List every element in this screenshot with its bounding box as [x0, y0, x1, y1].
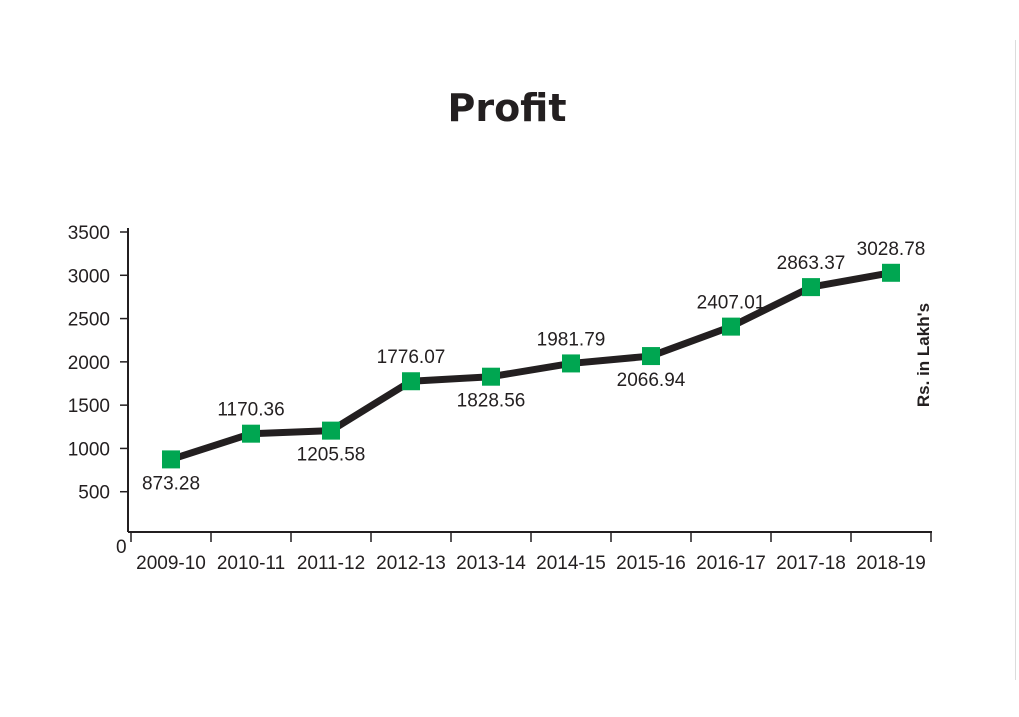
x-tick-label: 2018-19 [856, 553, 926, 574]
chart-title: Profit [447, 86, 566, 130]
y-tick-label: 2500 [68, 310, 110, 331]
x-tick-label: 2013-14 [456, 553, 526, 574]
data-label: 3028.78 [857, 239, 926, 260]
data-label: 873.28 [142, 473, 200, 494]
data-label: 1776.07 [377, 347, 446, 368]
y-tick-label: 2000 [68, 353, 110, 374]
data-label: 1170.36 [217, 400, 284, 421]
page-edge-divider [1015, 40, 1016, 680]
y-tick-label: 1000 [68, 439, 110, 460]
data-point-marker [322, 421, 340, 440]
data-point-marker [802, 278, 820, 297]
y-tick-label: 3000 [68, 266, 110, 287]
data-point-marker [722, 317, 740, 336]
y-axis-ticks: 500 1000 1500 2000 2500 3000 3500 0 [68, 223, 128, 558]
y-tick-label: 500 [78, 483, 110, 504]
data-label: 2863.37 [777, 253, 846, 274]
data-label: 1828.56 [457, 391, 526, 412]
x-tick-label: 2009-10 [136, 553, 206, 574]
profit-series-line [167, 269, 895, 463]
y-tick-label: 3500 [68, 223, 110, 244]
data-point-marker [882, 263, 900, 282]
x-tick-label: 2015-16 [616, 553, 686, 574]
x-tick-label: 2016-17 [696, 553, 766, 574]
y-tick-label: 1500 [68, 396, 110, 417]
x-tick-label: 2014-15 [536, 553, 606, 574]
data-label: 2407.01 [697, 293, 766, 314]
data-point-marker [562, 354, 580, 373]
data-point-marker [242, 424, 260, 443]
data-point-marker [402, 372, 420, 391]
x-tick-label: 2011-12 [297, 553, 365, 574]
data-point-marker [162, 450, 180, 469]
x-tick-label: 2017-18 [776, 553, 846, 574]
data-point-marker [642, 347, 660, 366]
data-label: 2066.94 [617, 370, 686, 391]
y-axis-label: Rs. in Lakh's [914, 303, 933, 407]
data-label: 1981.79 [537, 329, 606, 350]
data-point-marker [482, 367, 500, 386]
x-axis-ticks: 2009-10 2010-11 2011-12 2012-13 2013-14 2014-… [130, 532, 932, 574]
data-labels: 873.28 1170.36 1205.58 1776.07 1828.56 1981.7… [142, 239, 925, 495]
chart-axes [127, 228, 932, 533]
y-zero-label: 0 [116, 537, 127, 558]
series-group [162, 263, 900, 469]
data-label: 1205.58 [297, 445, 366, 466]
x-tick-label: 2010-11 [217, 553, 285, 574]
x-tick-label: 2012-13 [376, 553, 446, 574]
